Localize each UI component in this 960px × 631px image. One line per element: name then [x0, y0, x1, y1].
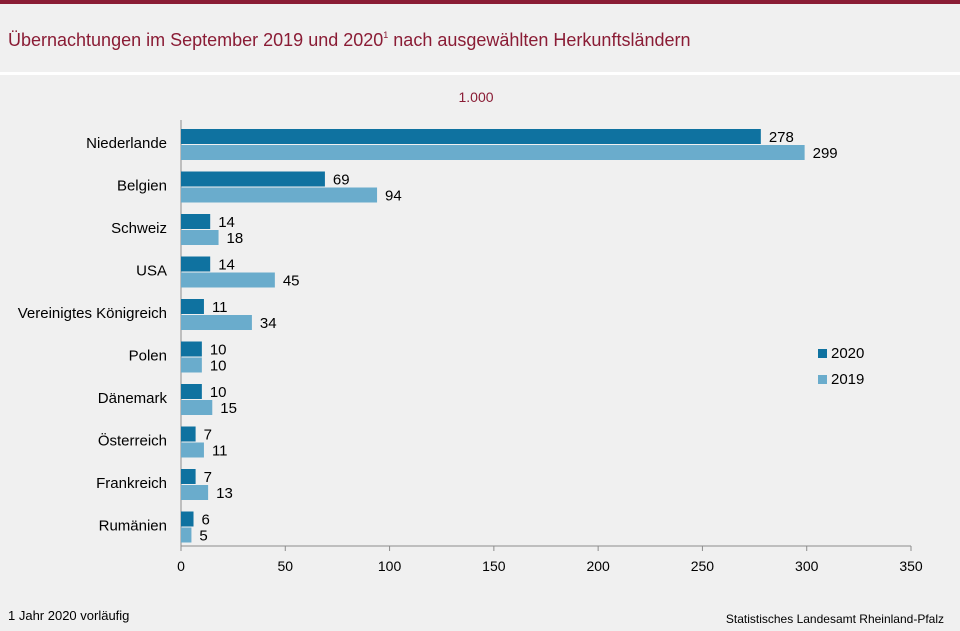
- chart-header: Übernachtungen im September 2019 und 202…: [0, 4, 960, 72]
- legend-swatch-2020: [818, 349, 827, 358]
- bar-2020: [181, 299, 204, 314]
- chart-title-rest: nach ausgewählten Herkunftsländern: [388, 30, 691, 50]
- category-label: Belgien: [117, 178, 167, 195]
- plot-area: [0, 75, 960, 631]
- chart-title-footnote-mark: 1: [383, 30, 389, 40]
- data-label-2019: 299: [813, 145, 838, 162]
- data-label-2019: 5: [199, 528, 207, 545]
- data-label-2019: 13: [216, 485, 233, 502]
- data-label-2019: 10: [210, 358, 227, 375]
- bar-2020: [181, 511, 194, 527]
- data-label-2019: 94: [385, 188, 402, 205]
- category-label: Vereinigtes Königreich: [18, 305, 167, 322]
- footnote: 1 Jahr 2020 vorläufig: [8, 608, 130, 623]
- category-label: Schweiz: [111, 220, 167, 237]
- bar-2020: [181, 129, 761, 144]
- bar-2019: [181, 485, 209, 500]
- bar-2019: [181, 400, 213, 415]
- bar-2020: [181, 214, 211, 229]
- data-label-2019: 34: [260, 315, 277, 332]
- legend-label-2019: 2019: [831, 371, 864, 388]
- category-label: Frankreich: [96, 475, 167, 492]
- data-label-2020: 11: [212, 299, 228, 316]
- source-credit: Statistisches Landesamt Rheinland-Pfalz: [725, 612, 944, 626]
- bar-2020: [181, 256, 211, 272]
- bar-2019: [181, 357, 202, 373]
- header-divider: [0, 72, 960, 75]
- data-label-2020: 14: [218, 257, 235, 274]
- chart-title: Übernachtungen im September 2019 und 202…: [8, 30, 691, 51]
- bar-2019: [181, 315, 252, 330]
- bar-2020: [181, 469, 196, 484]
- top-accent-rule: [0, 0, 960, 4]
- bar-2019: [181, 527, 192, 543]
- data-label-2019: 45: [283, 273, 300, 290]
- x-tick-label: 150: [482, 558, 506, 574]
- x-tick-label: 0: [177, 558, 185, 574]
- data-label-2020: 10: [210, 384, 227, 401]
- legend-swatch-2019: [818, 375, 827, 384]
- bar-2019: [181, 187, 378, 203]
- category-label: USA: [136, 263, 167, 280]
- data-label-2020: 7: [204, 469, 212, 486]
- data-label-2020: 10: [210, 342, 227, 359]
- data-label-2020: 7: [204, 427, 212, 444]
- chart-title-main: Übernachtungen im September 2019 und 202…: [8, 30, 384, 50]
- x-tick-label: 200: [586, 558, 610, 574]
- bar-2019: [181, 145, 805, 160]
- x-tick-label: 250: [691, 558, 715, 574]
- data-label-2019: 18: [227, 230, 244, 247]
- bar-2020: [181, 171, 325, 187]
- legend-label-2020: 2020: [831, 345, 864, 362]
- category-label: Dänemark: [98, 390, 168, 407]
- x-tick-label: 100: [378, 558, 402, 574]
- data-label-2020: 69: [333, 172, 350, 189]
- x-tick-label: 300: [795, 558, 819, 574]
- x-tick-label: 50: [277, 558, 293, 574]
- category-label: Polen: [129, 348, 167, 365]
- category-label: Niederlande: [86, 135, 167, 152]
- data-label-2020: 14: [218, 214, 235, 231]
- bar-2019: [181, 442, 204, 458]
- data-label-2020: 278: [769, 129, 794, 146]
- category-label: Rumänien: [99, 518, 167, 535]
- x-tick-label: 350: [899, 558, 923, 574]
- bar-2020: [181, 426, 196, 442]
- bar-2019: [181, 230, 219, 245]
- bar-2019: [181, 272, 275, 288]
- bar-2020: [181, 384, 202, 399]
- bar-2020: [181, 341, 202, 357]
- data-label-2020: 6: [202, 512, 210, 529]
- unit-label: 1.000: [458, 89, 494, 105]
- data-label-2019: 11: [212, 443, 228, 460]
- category-label: Österreich: [98, 432, 167, 450]
- data-label-2019: 15: [220, 400, 237, 417]
